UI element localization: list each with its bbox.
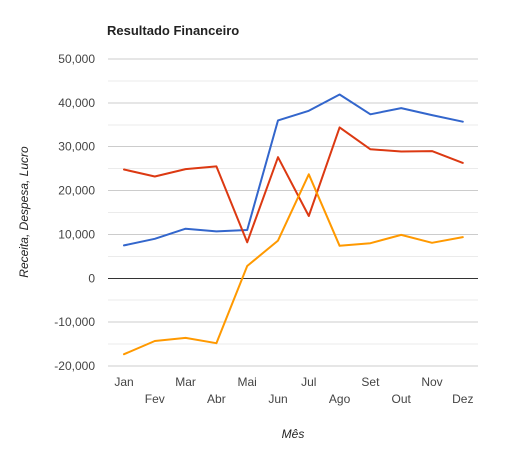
- y-tick-label: -20,000: [54, 359, 95, 373]
- x-tick-label: Mai: [238, 375, 257, 389]
- y-axis-title: Receita, Despesa, Lucro: [17, 146, 31, 278]
- series-line-1: [123, 93, 464, 247]
- x-tick-label: Jul: [301, 375, 316, 389]
- x-tick-label: Dez: [452, 392, 473, 406]
- x-tick-label: Jun: [268, 392, 287, 406]
- gridlines: [108, 58, 478, 367]
- x-tick-label: Set: [361, 375, 380, 389]
- chart-title: Resultado Financeiro: [107, 23, 239, 38]
- series-line-2: [123, 126, 464, 244]
- x-axis-title: Mês: [282, 427, 305, 441]
- x-tick-label: Out: [392, 392, 412, 406]
- y-tick-label: 40,000: [58, 96, 95, 110]
- x-tick-label: Ago: [329, 392, 351, 406]
- x-axis-tick-labels: Jan Fev Mar Abr Mai Jun Jul Ago Set Out Nov Dez: [114, 375, 473, 406]
- y-tick-label: 20,000: [58, 184, 95, 198]
- y-axis-tick-labels: -20,000 -10,000 0 10,000 20,000 30,000 40,000 5…: [54, 52, 95, 373]
- x-tick-label: Jan: [114, 375, 133, 389]
- y-tick-label: 50,000: [58, 52, 95, 66]
- y-tick-label: 30,000: [58, 140, 95, 154]
- x-tick-label: Abr: [207, 392, 226, 406]
- x-tick-label: Mar: [175, 375, 196, 389]
- x-tick-label: Nov: [421, 375, 442, 389]
- x-tick-label: Fev: [145, 392, 165, 406]
- y-tick-label: 10,000: [58, 227, 95, 241]
- y-tick-label: 0: [88, 271, 95, 285]
- series-line-3: [123, 173, 464, 356]
- y-tick-label: -10,000: [54, 315, 95, 329]
- series-lines: [123, 93, 464, 356]
